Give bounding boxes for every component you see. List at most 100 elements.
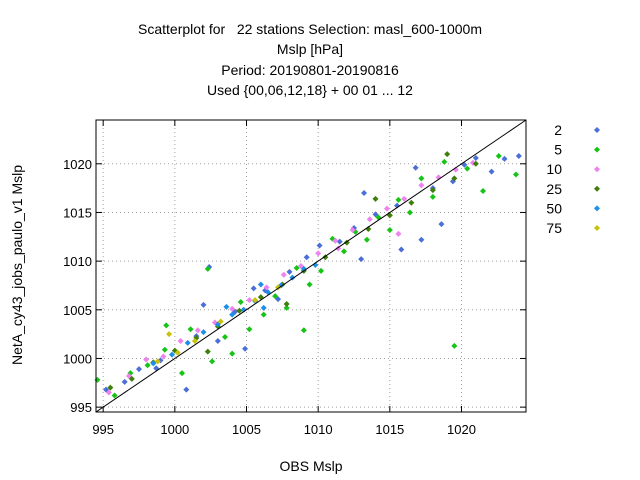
point-series-25 [429,187,436,194]
point-series-5 [229,350,236,357]
point-series-50 [150,360,157,367]
point-series-5 [306,281,313,288]
point-series-10 [315,250,322,257]
point-series-10 [263,284,270,291]
point-series-10 [177,337,184,344]
point-series-10 [143,356,150,363]
point-series-5 [395,196,402,203]
x-tick-label: 1005 [232,422,261,437]
point-series-5 [272,293,279,300]
point-series-2 [515,153,522,160]
point-series-2 [286,268,293,275]
point-series-5 [260,311,267,318]
x-tick-label: 995 [92,422,114,437]
point-series-25 [128,375,135,382]
point-series-50 [257,281,264,288]
point-series-10 [160,353,167,360]
y-axis-ticks: 995 1000 1005 1010 1015 1020 [63,157,526,415]
point-series-2 [418,236,425,243]
point-series-75 [252,297,259,304]
point-series-75 [217,318,224,325]
diagonal-line [95,119,527,413]
point-series-25 [107,384,114,391]
legend-label-10: 10 [546,161,562,177]
point-series-5 [161,346,168,353]
point-series-10 [401,195,408,202]
point-series-5 [222,334,228,341]
point-series-5 [480,188,486,195]
point-series-25 [472,160,479,167]
legend-label-2: 2 [554,122,562,138]
grid [96,120,526,412]
point-series-5 [451,342,458,349]
data-points [94,151,522,399]
point-series-10 [280,271,287,278]
point-series-5 [127,370,134,377]
point-series-5 [144,362,151,369]
chart-title-line-2: Mslp [hPa] [276,41,344,57]
point-series-5 [237,299,244,306]
y-tick-label: 1000 [63,351,92,366]
point-series-2 [250,285,257,292]
point-series-5 [363,236,370,243]
point-series-10 [229,305,236,312]
y-tick-label: 995 [70,400,92,415]
chart-title-line-3: Period: 20190801-20190816 [221,62,399,78]
point-series-2 [200,301,207,308]
point-series-2 [358,256,365,263]
point-series-10 [105,389,112,396]
point-series-10 [395,230,402,237]
point-series-2 [361,190,368,196]
point-series-25 [408,199,415,206]
point-series-2 [121,378,128,385]
point-series-5 [340,248,347,255]
point-series-2 [242,345,249,352]
y-tick-label: 1020 [63,157,92,172]
point-series-5 [418,175,425,182]
plot-frame [95,119,527,413]
point-series-10 [383,205,390,212]
point-series-2 [412,164,419,171]
point-series-50 [184,339,191,346]
x-axis-label: OBS Mslp [279,458,342,474]
x-tick-label: 1015 [375,422,404,437]
legend-marker-25 [594,185,600,192]
point-series-5 [283,304,290,311]
point-series-2 [438,221,445,228]
point-series-5 [204,265,211,272]
legend-marker-10 [594,166,600,173]
chart-title-line-1: Scatterplot for 22 stations Selection: m… [138,21,482,37]
legend-label-75: 75 [546,220,562,236]
point-series-2 [183,386,190,393]
point-series-5 [246,326,253,333]
point-series-25 [444,151,451,158]
point-series-5 [163,322,170,329]
point-series-5 [209,358,216,365]
point-series-5 [94,376,101,383]
point-series-50 [200,329,207,336]
x-tick-label: 1010 [304,422,333,437]
point-series-5 [406,209,413,216]
point-series-50 [229,311,236,318]
point-series-5 [318,267,325,274]
point-series-10 [332,237,339,244]
point-series-2 [214,337,221,344]
point-series-2 [501,155,508,162]
point-series-5 [464,165,471,172]
point-series-2 [136,366,142,373]
point-series-5 [293,264,300,271]
point-series-2 [488,168,495,175]
point-series-25 [386,212,393,219]
legend-marker-2 [594,127,600,133]
legend-marker-75 [594,225,600,231]
point-series-5 [441,158,448,165]
x-tick-label: 1020 [447,422,476,437]
point-series-2 [316,242,323,249]
point-series-25 [372,195,379,202]
point-series-25 [283,300,290,307]
x-tick-label: 1000 [160,422,189,437]
legend-label-25: 25 [546,181,562,197]
point-series-10 [246,297,253,304]
